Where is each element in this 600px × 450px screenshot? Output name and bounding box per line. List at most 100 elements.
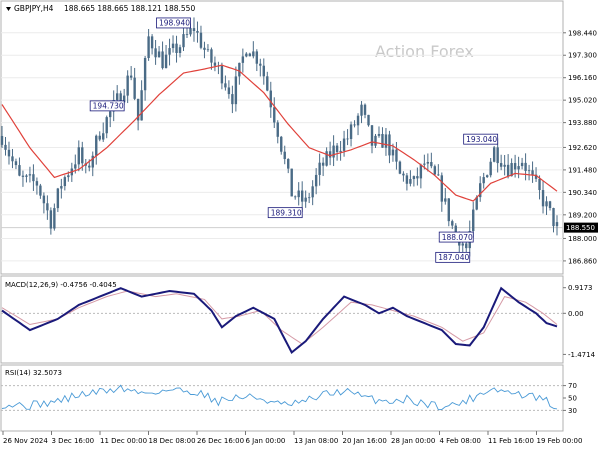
time-tick-label: 26 Nov 2024 (3, 437, 48, 445)
candle (335, 143, 339, 161)
candle (102, 122, 105, 142)
candle (196, 21, 199, 43)
candle (472, 201, 475, 238)
price-annotation-label: 187.040 (438, 253, 469, 262)
candle (192, 17, 196, 42)
candle (548, 200, 552, 211)
rsi-axis: 70 50 30 (563, 382, 577, 415)
candle (147, 29, 150, 61)
candle (545, 196, 548, 215)
candle (499, 154, 503, 171)
candle (356, 113, 360, 136)
candle (21, 170, 25, 187)
candle (318, 153, 321, 186)
candle (220, 62, 224, 90)
candle (248, 52, 252, 57)
candle (199, 25, 203, 50)
candle (349, 121, 353, 147)
candle (280, 135, 283, 155)
candle (91, 151, 94, 177)
candle (339, 140, 342, 161)
candle (252, 41, 255, 59)
candle (42, 192, 46, 214)
price-tick-label: 197.300 (568, 52, 597, 60)
candle (63, 175, 67, 191)
candle (440, 172, 444, 212)
rsi-tick-label: 30 (568, 407, 577, 415)
candle (503, 154, 506, 176)
candle (409, 170, 412, 187)
candle (370, 125, 374, 154)
price-annotations: 198.940 188.070 189.310 194.730 187.040 193.0… (89, 17, 499, 263)
moving-average-line (1, 64, 558, 202)
candle (398, 160, 402, 175)
candle (492, 145, 496, 163)
macd-axis: 0.9173 0.00 -1.4714 (563, 284, 596, 359)
price-annotation-label: 193.040 (466, 135, 497, 144)
candle (234, 66, 238, 112)
candle (259, 58, 262, 77)
candle (479, 176, 482, 202)
symbol-dropdown-icon[interactable] (6, 7, 11, 11)
time-tick-label: 28 Jan 00:00 (391, 437, 435, 445)
candle (60, 178, 63, 199)
candle (485, 174, 489, 178)
candle (35, 177, 39, 195)
candle (531, 161, 534, 183)
candle (136, 98, 140, 131)
time-tick-label: 3 Dec 16:00 (52, 437, 95, 445)
candle (412, 175, 416, 187)
rsi-label: RSI(14) 32.5073 (5, 369, 62, 377)
candle (534, 167, 538, 182)
candle (269, 81, 272, 118)
candle (304, 190, 307, 208)
candles (0, 17, 559, 257)
candle (18, 157, 21, 177)
current-price-tag (564, 222, 598, 233)
candle (510, 158, 513, 177)
candle (171, 35, 175, 53)
candle (405, 172, 409, 191)
candle (328, 141, 332, 166)
time-tick-label: 26 Dec 16:00 (197, 437, 244, 445)
candle (426, 153, 430, 172)
candle (517, 156, 520, 179)
candle (143, 55, 147, 101)
candle (182, 28, 185, 52)
candle (527, 164, 531, 181)
candle (7, 141, 11, 165)
candle (489, 158, 492, 178)
candle (25, 174, 28, 183)
candle (374, 133, 377, 149)
candle (266, 71, 269, 92)
candle (451, 219, 454, 230)
candle (164, 44, 168, 69)
candle (238, 62, 241, 85)
price-tick-label: 190.340 (568, 189, 597, 197)
candle (377, 126, 381, 138)
candle (140, 80, 143, 121)
candle (367, 114, 370, 127)
candle (520, 157, 524, 170)
candle (161, 41, 164, 70)
candle (224, 75, 227, 91)
candle (98, 131, 101, 142)
candle (555, 215, 559, 236)
macd-panel: MACD(12,26,9) -0.4756 -0.4045 0.9173 0.00… (0, 275, 596, 364)
candle (538, 175, 541, 200)
candle (115, 85, 119, 104)
price-tick-label: 186.860 (568, 257, 597, 265)
price-annotation: 187.040 (435, 251, 471, 263)
price-annotation: 189.310 (267, 207, 303, 219)
candle (168, 38, 171, 66)
macd-label: MACD(12,26,9) -0.4756 -0.4045 (5, 281, 117, 289)
candle (384, 128, 388, 156)
candle (346, 129, 349, 146)
candle (4, 136, 7, 156)
candle (129, 66, 133, 81)
price-annotation: 193.040 (463, 133, 499, 145)
candle (49, 207, 53, 235)
rsi-line (1, 384, 558, 411)
price-tick-label: 188.000 (568, 235, 597, 243)
